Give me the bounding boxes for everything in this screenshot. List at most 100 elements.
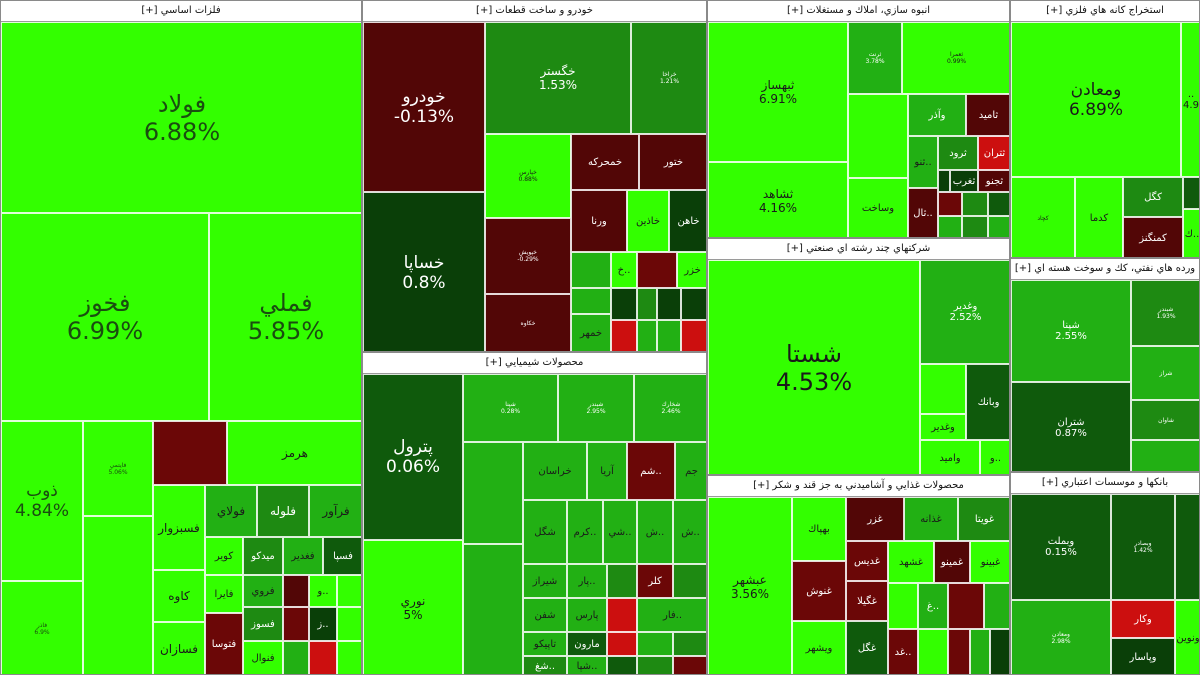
stock-tile-sm2[interactable]: شراز xyxy=(1131,346,1199,400)
stock-tile[interactable] xyxy=(463,442,523,544)
stock-tile-shahed[interactable]: ثشاهد 4.16% xyxy=(708,162,848,237)
stock-tile-small[interactable]: فايتمي 5.06% xyxy=(83,421,153,516)
sector-auto[interactable]: خودرو و ساخت قطعات [+] خودرو -0.13% خساپ… xyxy=(362,0,707,352)
sector-title[interactable]: شركتهاي چند رشته اي صنعتي [+] xyxy=(708,239,1009,260)
stock-tile-sh[interactable]: ..ش xyxy=(637,500,673,564)
sector-title[interactable]: محصولات شيميايي [+] xyxy=(363,353,706,374)
stock-tile-tapiko[interactable]: تاپيكو xyxy=(523,632,567,656)
stock-tile-fasbzvar[interactable]: فسبزوار xyxy=(153,485,205,570)
stock-tile-fanval[interactable]: فنوال xyxy=(243,641,283,674)
stock-tile-vmaaden[interactable]: ومعادن 6.89% xyxy=(1011,22,1181,177)
stock-tile-khatoor[interactable]: ختور xyxy=(639,134,706,190)
stock-tile-zob[interactable]: ذوب 4.84% xyxy=(1,421,83,581)
stock-tile[interactable] xyxy=(607,656,637,674)
stock-tile[interactable] xyxy=(337,607,361,641)
stock-tile-ghd[interactable]: ..غد xyxy=(888,629,918,674)
stock-tile-kegol[interactable]: كگل xyxy=(1123,177,1183,217)
stock-tile[interactable] xyxy=(607,564,637,598)
stock-tile-kavir[interactable]: كوير xyxy=(205,537,243,575)
stock-tile-midko[interactable]: ميدكو xyxy=(243,537,283,575)
stock-tile-vnovin[interactable]: ونوين xyxy=(1175,600,1199,674)
stock-tile-par[interactable]: ..پار xyxy=(567,564,607,598)
stock-tile-faghadir[interactable]: فغدير xyxy=(283,537,323,575)
stock-tile-shg[interactable]: ..شغ xyxy=(523,656,567,674)
stock-tile[interactable] xyxy=(673,632,706,656)
stock-tile[interactable] xyxy=(283,641,309,674)
stock-tile[interactable] xyxy=(948,583,984,629)
stock-tile-behnak[interactable]: بهپاك xyxy=(792,497,846,561)
stock-tile[interactable] xyxy=(657,288,681,320)
stock-tile-shafan[interactable]: شفن xyxy=(523,598,567,632)
stock-tile-noori[interactable]: نوري 5% xyxy=(363,540,463,674)
stock-tile[interactable] xyxy=(988,192,1009,216)
stock-tile-farvar[interactable]: فرآور xyxy=(309,485,361,537)
stock-tile-sm[interactable]: ثعمرا 0.99% xyxy=(902,22,1009,94)
stock-tile-kadma[interactable]: كدما xyxy=(1075,177,1123,257)
stock-tile-ghazar[interactable]: غزر xyxy=(846,497,904,541)
stock-tile[interactable] xyxy=(1183,177,1199,209)
stock-tile-tano[interactable]: ..ثنو xyxy=(908,136,938,188)
stock-tile[interactable] xyxy=(962,216,988,237)
stock-tile[interactable] xyxy=(637,656,673,674)
stock-tile[interactable] xyxy=(938,170,950,192)
stock-tile-khazin[interactable]: خاذين xyxy=(627,190,669,252)
stock-tile-vo[interactable]: ..و xyxy=(980,440,1009,474)
stock-tile[interactable] xyxy=(637,252,677,288)
stock-tile-theysaz[interactable]: ثبهساز 6.91% xyxy=(708,22,848,162)
stock-tile-ghanoosh[interactable]: غنوش xyxy=(792,561,846,621)
stock-tile[interactable] xyxy=(611,288,637,320)
stock-tile-faroo[interactable]: فروي xyxy=(243,575,283,607)
stock-tile[interactable] xyxy=(337,575,361,607)
stock-tile-khemhar[interactable]: خمهر xyxy=(571,314,611,351)
stock-tile-vabank[interactable]: وبانك xyxy=(966,364,1009,440)
sector-basic-metals[interactable]: فلزات اساسي [+] فولاد 6.88% فخوز 6.99% ف… xyxy=(0,0,362,675)
stock-tile[interactable] xyxy=(673,564,706,598)
sector-title[interactable]: استخراج كانه هاي فلزي [+] xyxy=(1011,1,1199,22)
stock-tile[interactable] xyxy=(309,641,337,674)
stock-tile-fatoosa[interactable]: فتوسا xyxy=(205,613,243,674)
sector-construction[interactable]: انبوه سازي، املاك و مستغلات [+] ثبهساز 6… xyxy=(707,0,1010,238)
stock-tile[interactable] xyxy=(918,629,948,674)
stock-tile-shtran[interactable]: شتران 0.87% xyxy=(1011,382,1131,471)
stock-tile-kave[interactable]: کاوه xyxy=(153,570,205,622)
stock-tile-sm1[interactable]: كچاد xyxy=(1011,177,1075,257)
stock-tile-sm[interactable]: ثرنت 3.78% xyxy=(848,22,902,94)
stock-tile-shiraz[interactable]: شيراز xyxy=(523,564,567,598)
stock-tile-vghadir[interactable]: وغدير xyxy=(920,414,966,440)
stock-tile[interactable] xyxy=(463,544,523,674)
stock-tile-sha[interactable]: ..شپا xyxy=(567,656,607,674)
stock-tile-tal[interactable]: ..ثال xyxy=(908,188,938,237)
stock-tile[interactable] xyxy=(888,583,918,629)
stock-tile-ghazane[interactable]: غذانه xyxy=(904,497,958,541)
sector-chemical[interactable]: محصولات شيميايي [+] پترول 0.06% نوري 5% … xyxy=(362,352,707,675)
stock-tile-sm[interactable]: شخارك 2.46% xyxy=(634,374,706,442)
stock-tile-khasapa[interactable]: خساپا 0.8% xyxy=(363,192,485,351)
stock-tile-vazar[interactable]: وآذر xyxy=(908,94,966,136)
stock-tile[interactable] xyxy=(984,583,1009,629)
stock-tile[interactable] xyxy=(938,192,962,216)
stock-tile-pars[interactable]: پارس xyxy=(567,598,607,632)
stock-tile[interactable] xyxy=(962,192,988,216)
stock-tile[interactable] xyxy=(283,607,309,641)
stock-tile-sm[interactable]: شپنا 0.28% xyxy=(463,374,558,442)
stock-tile-fameli[interactable]: فملي 5.85% xyxy=(209,213,361,421)
sector-multi[interactable]: شركتهاي چند رشته اي صنعتي [+] شستا 4.53%… xyxy=(707,238,1010,475)
stock-tile-ghegol[interactable]: غگل xyxy=(846,621,888,674)
stock-tile[interactable] xyxy=(153,421,227,485)
stock-tile-jam[interactable]: جم xyxy=(675,442,706,500)
stock-tile[interactable] xyxy=(970,629,990,674)
stock-tile[interactable] xyxy=(1131,440,1199,471)
stock-tile[interactable] xyxy=(673,656,706,674)
sector-title[interactable]: ورده هاي نفتي، كك و سوخت هسته اي [+] xyxy=(1011,259,1199,280)
stock-tile-khazar[interactable]: خزر xyxy=(677,252,706,288)
stock-tile-fabira[interactable]: فايرا xyxy=(205,575,243,613)
stock-tile-vbmellat[interactable]: وبملت 0.15% xyxy=(1011,494,1111,600)
stock-tile-shpna[interactable]: شپنا 2.55% xyxy=(1011,280,1131,382)
stock-tile-shasta[interactable]: شستا 4.53% xyxy=(708,260,920,474)
stock-tile-kharakha[interactable]: خراخا 1.21% xyxy=(631,22,706,134)
stock-tile-varna[interactable]: ورنا xyxy=(571,190,627,252)
stock-tile-ghbino[interactable]: غبينو xyxy=(970,541,1009,583)
stock-tile-tarvod[interactable]: ثرود xyxy=(938,136,978,170)
stock-tile-khegostar[interactable]: خگستر 1.53% xyxy=(485,22,631,134)
stock-tile-vamid[interactable]: واميد xyxy=(920,440,980,474)
